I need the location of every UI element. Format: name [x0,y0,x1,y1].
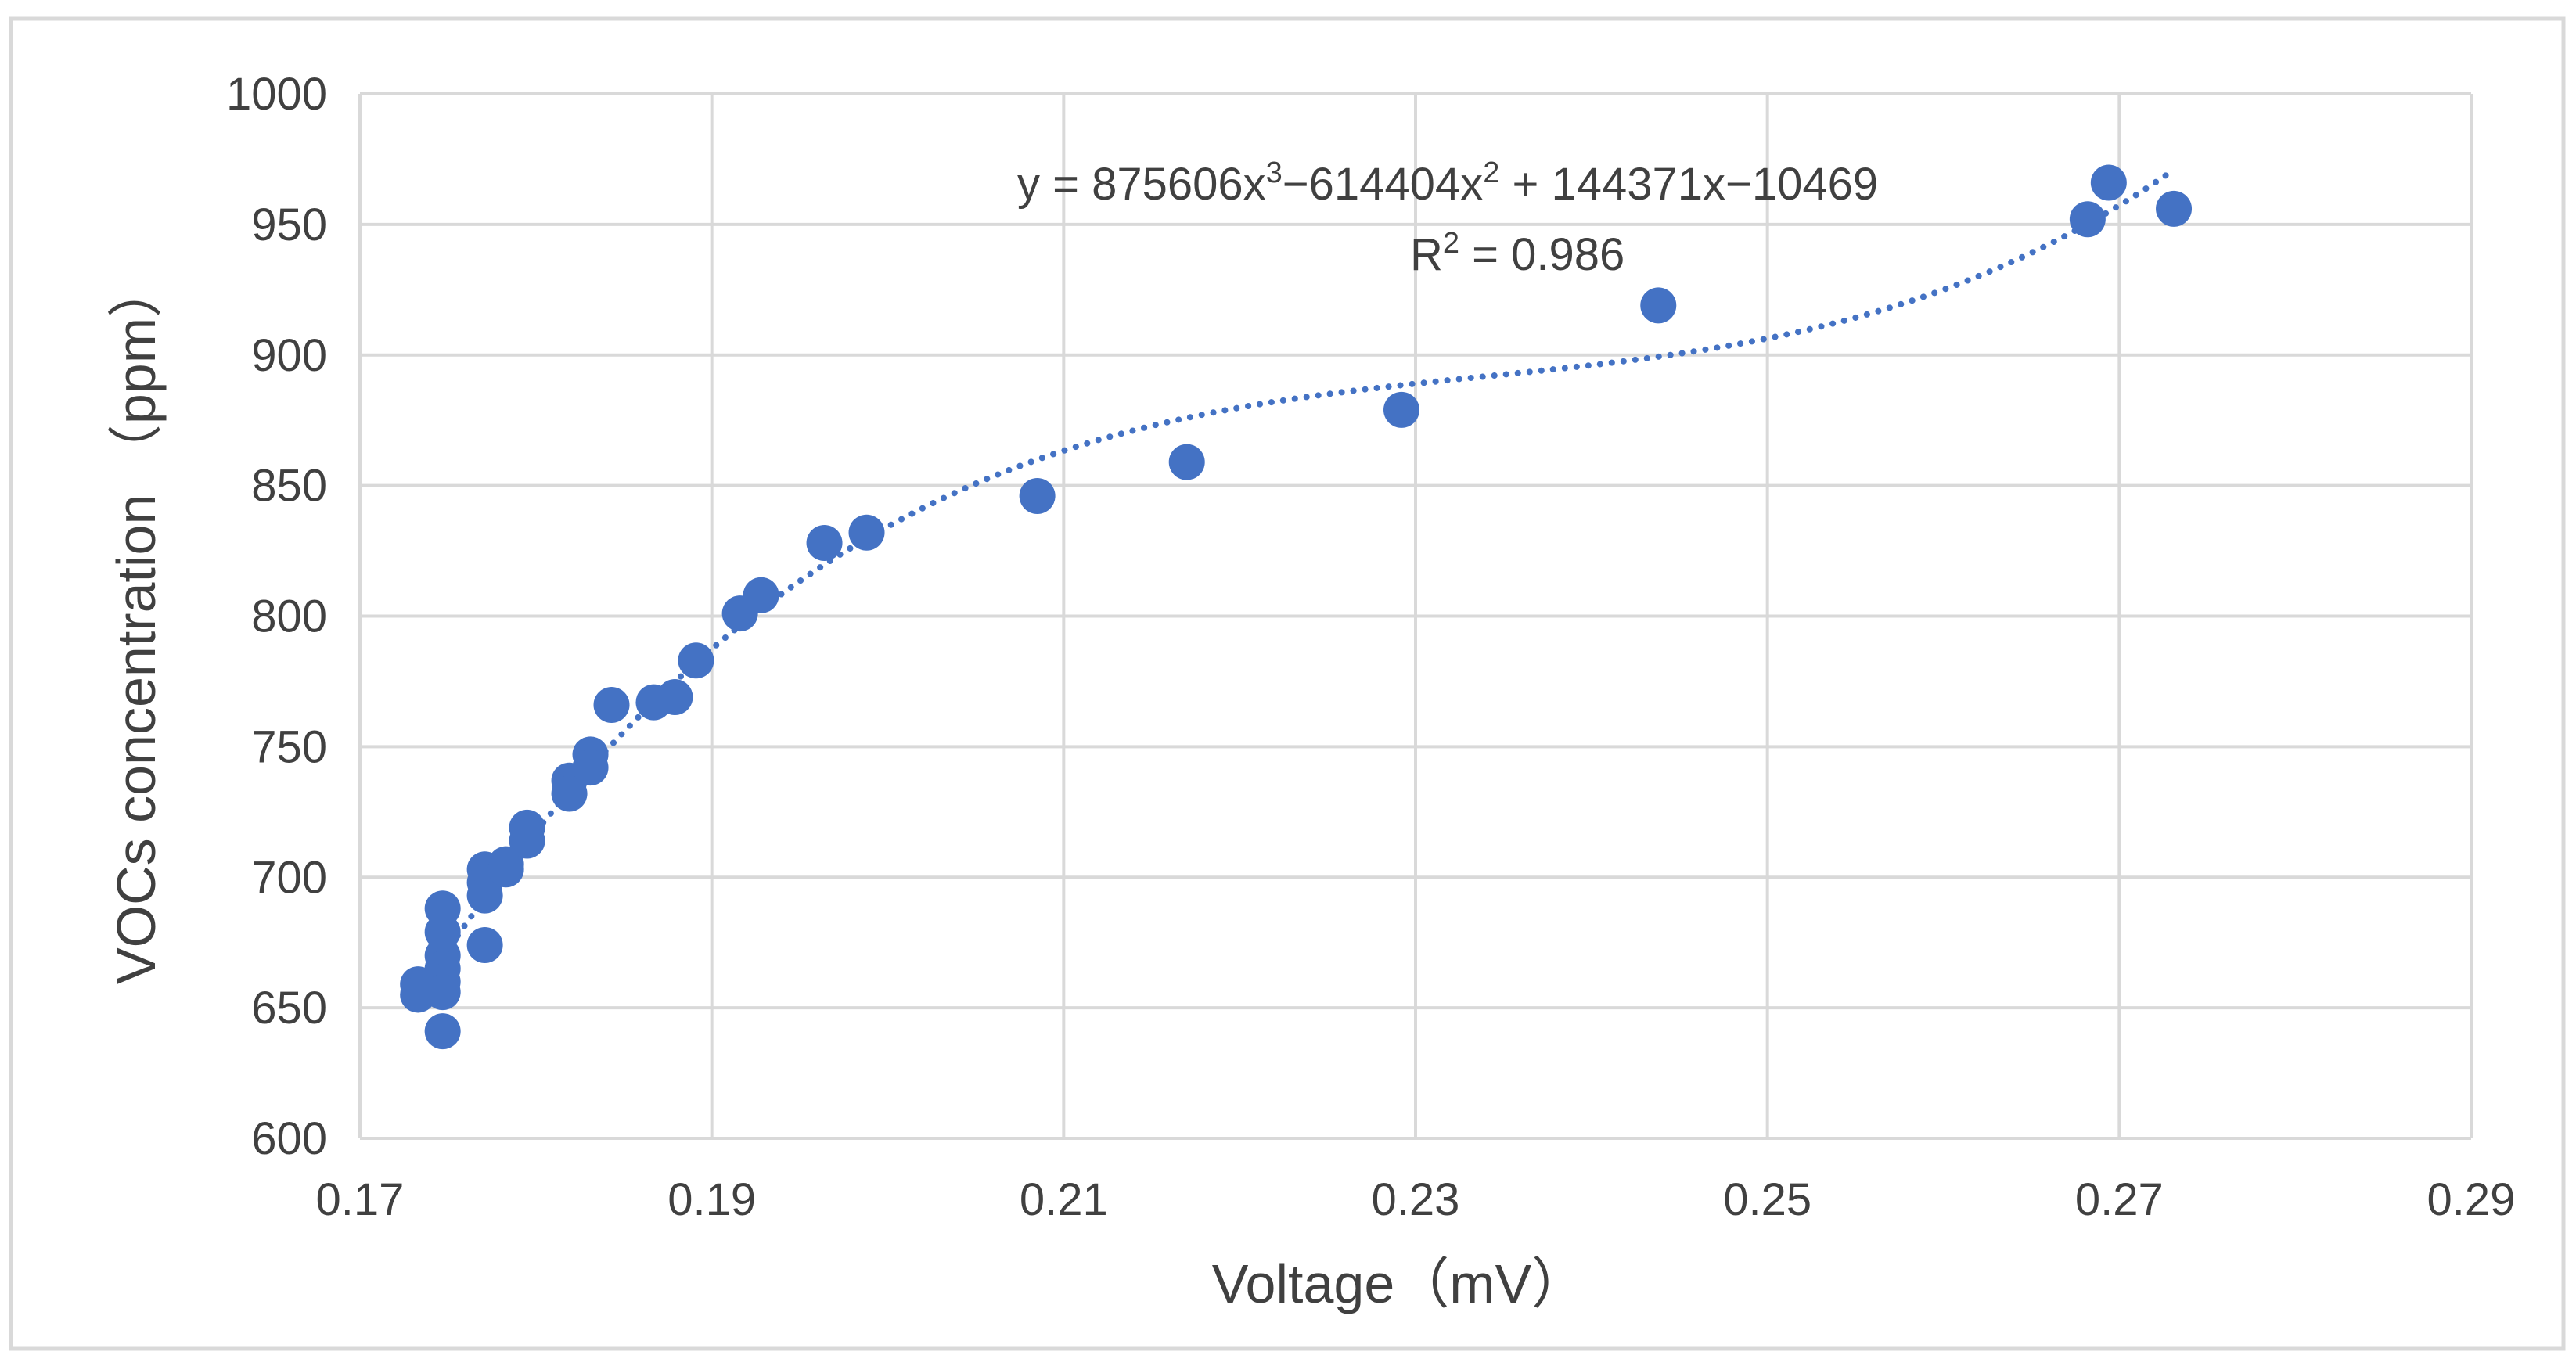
data-point [1168,444,1205,480]
x-axis-title: Voltage（mV） [1212,1253,1587,1314]
data-point [657,678,693,715]
data-point [1019,477,1056,514]
chart-frame [9,16,2566,1351]
y-tick-label: 650 [251,983,327,1033]
x-tick-label: 0.23 [1372,1174,1460,1225]
data-point [593,686,630,723]
data-point [2156,190,2193,227]
y-tick-label: 900 [251,330,327,381]
x-tick-label: 0.19 [667,1174,756,1225]
data-point [572,750,609,786]
equation-part-mid: −614404x [1283,159,1483,210]
data-point [2069,201,2106,238]
data-point [806,525,843,562]
trendline-equation: y = 875606x3−614404x2 + 144371x−10469 [1017,156,1878,210]
data-point [466,877,503,914]
y-axis-tick-labels: 600 650 700 750 800 850 900 950 1000 [226,69,327,1164]
y-tick-label: 850 [251,461,327,512]
x-tick-label: 0.17 [316,1174,405,1225]
data-point [551,775,588,812]
grid [358,92,2473,1140]
r-squared-label: R2 = 0.986 [1410,227,1624,280]
y-tick-label: 950 [251,200,327,250]
x-tick-label: 0.25 [1723,1174,1811,1225]
equation-exponent-3: 3 [1266,156,1283,189]
equation-part-tail: + 144371x−10469 [1499,159,1878,210]
r-squared-value: = 0.986 [1459,229,1624,280]
y-axis-title: VOCs concentration （ppm） [106,263,167,984]
data-point [848,514,885,551]
y-tick-label: 600 [251,1113,327,1164]
y-tick-label: 1000 [226,69,327,120]
data-point [2090,164,2127,201]
trendline [415,167,2177,998]
data-point [1640,287,1677,324]
data-points [400,164,2193,1050]
r-squared-exponent: 2 [1443,227,1459,260]
x-tick-label: 0.21 [1020,1174,1108,1225]
data-point [424,1013,461,1050]
equation-part-lead: y = 875606x [1017,159,1266,210]
x-tick-label: 0.27 [2075,1174,2164,1225]
r-squared-lead: R [1410,229,1443,280]
y-tick-label: 750 [251,721,327,772]
data-point [466,927,503,964]
data-point [743,577,779,613]
data-point [487,851,524,888]
x-tick-label: 0.29 [2427,1174,2516,1225]
data-point [424,974,461,1011]
y-tick-label: 800 [251,591,327,642]
data-point [509,822,545,859]
data-point [1383,391,1420,428]
data-point [678,642,714,679]
x-axis-tick-labels: 0.17 0.19 0.21 0.23 0.25 0.27 0.29 [316,1174,2516,1225]
equation-exponent-2: 2 [1483,156,1499,189]
y-tick-label: 700 [251,852,327,903]
